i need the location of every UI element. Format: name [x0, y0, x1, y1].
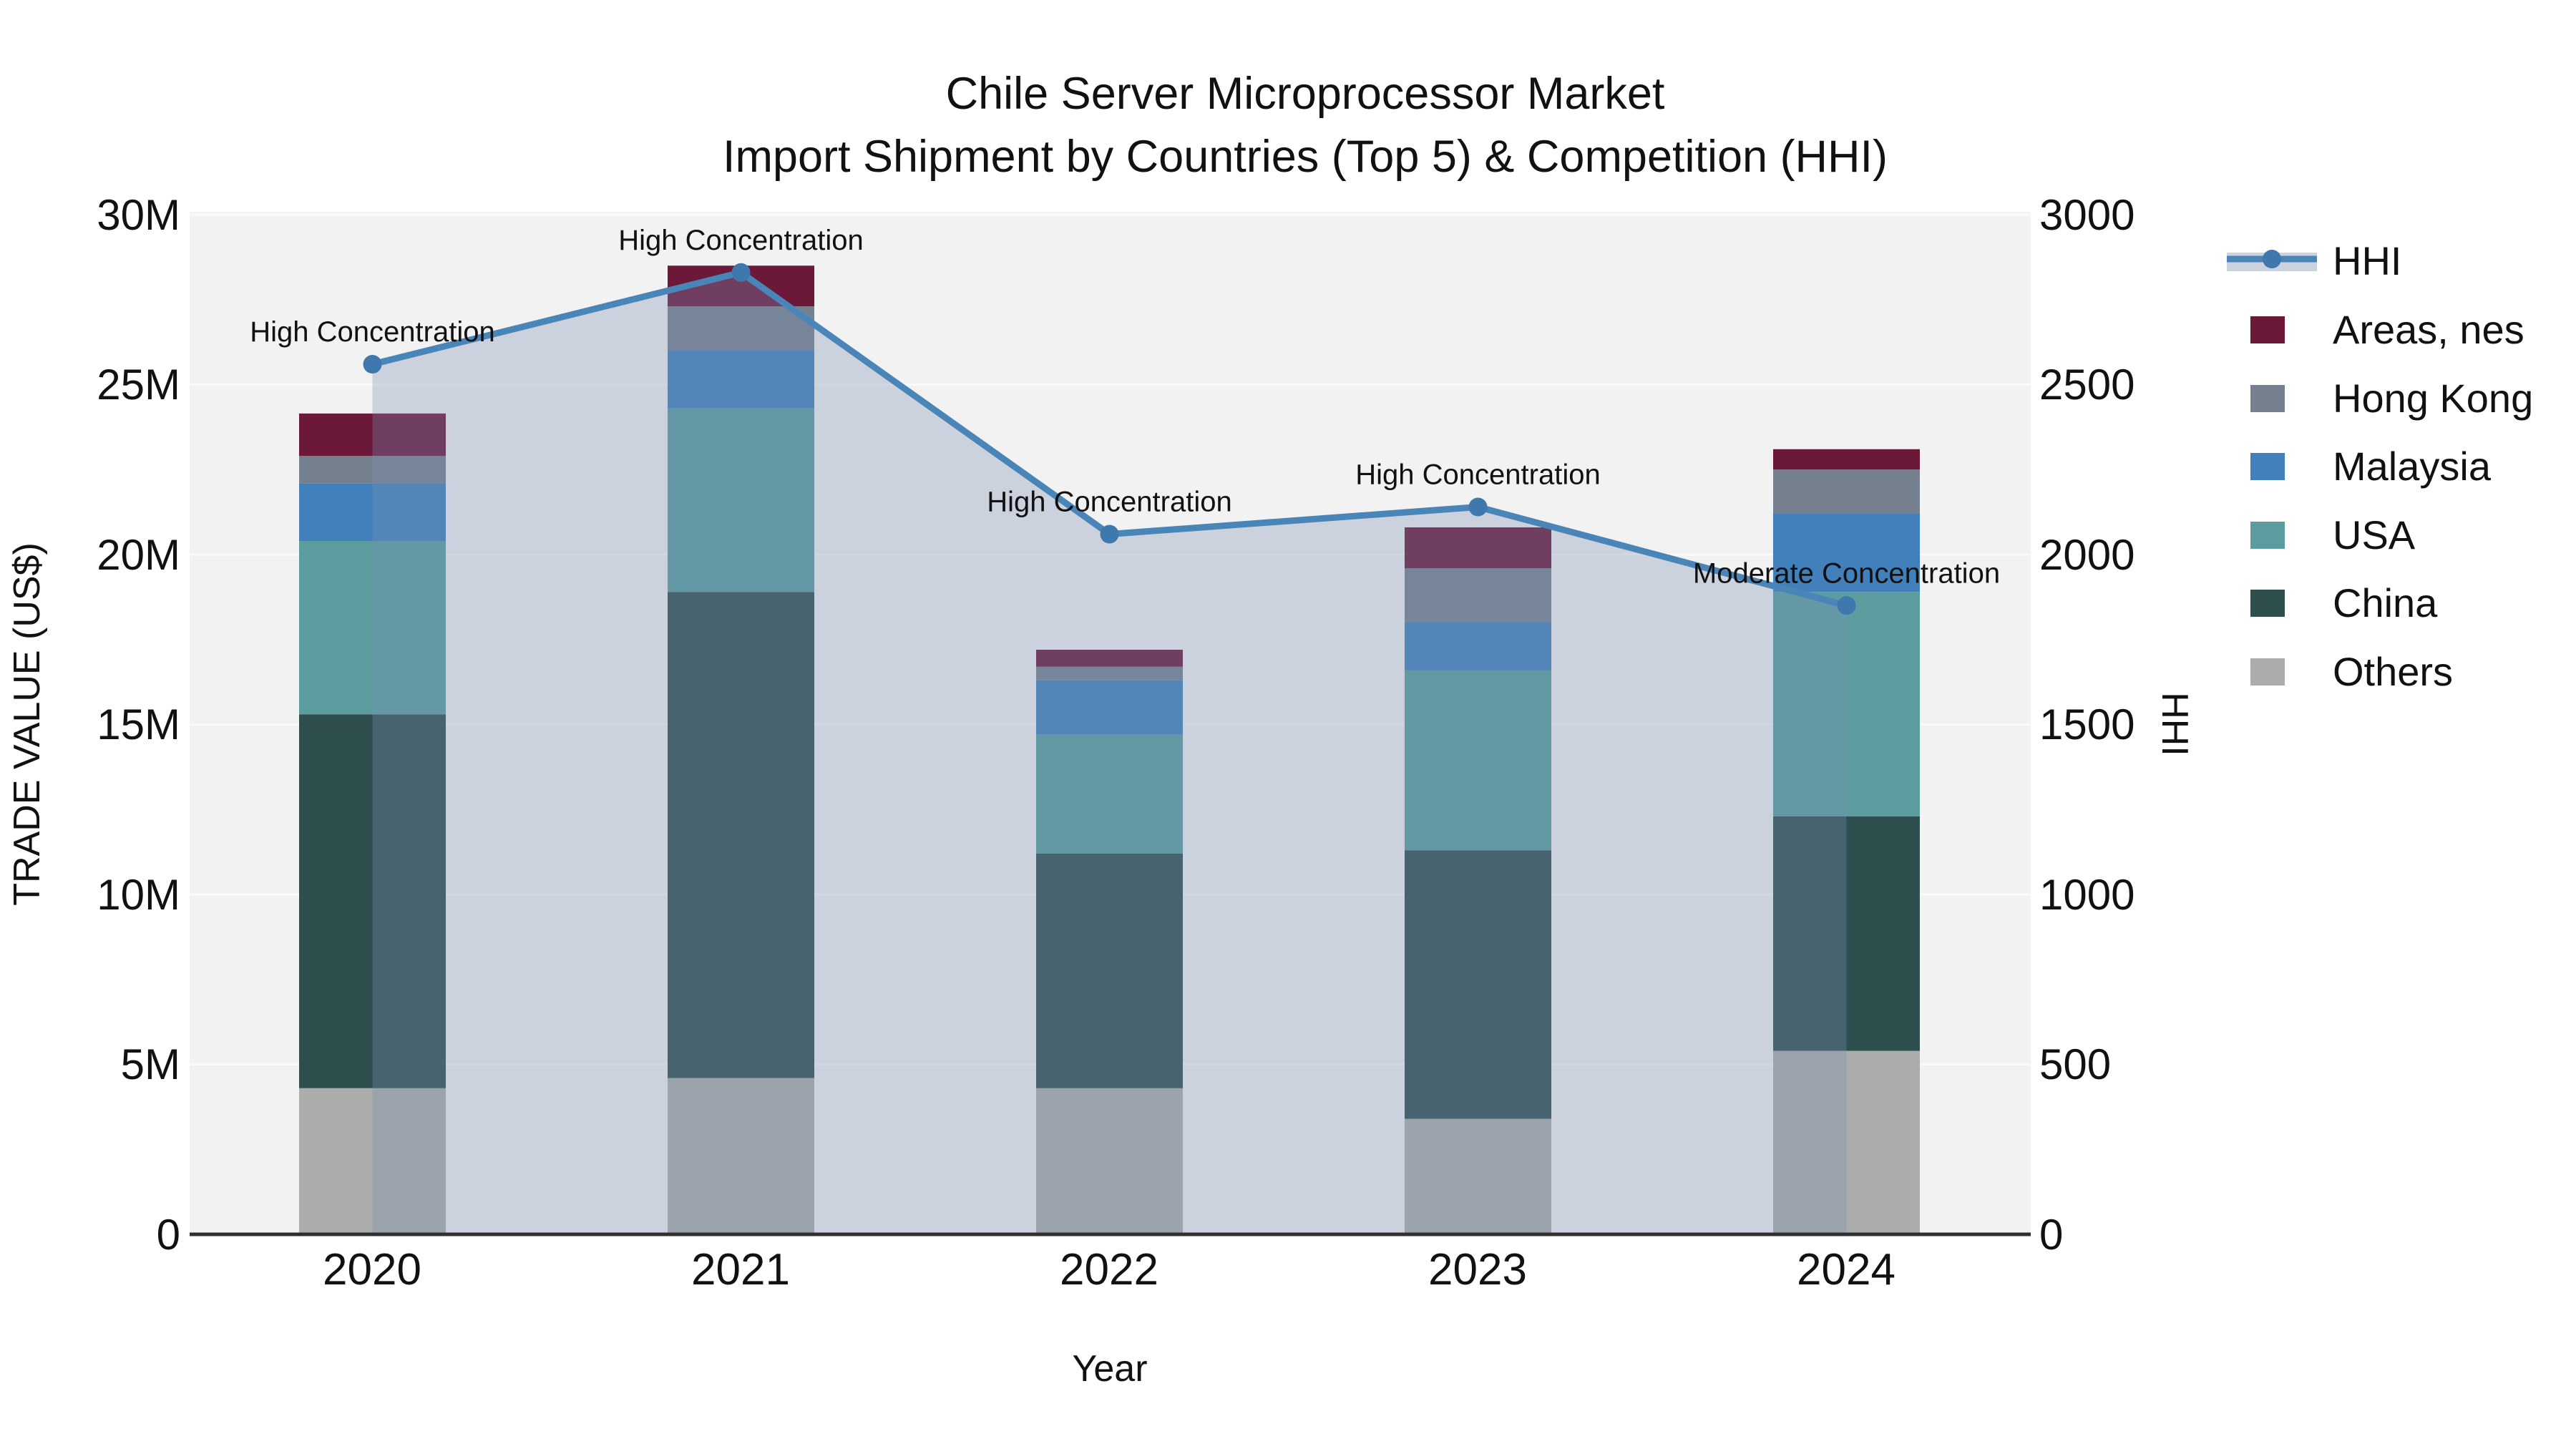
legend-swatch-hong-kong — [2250, 385, 2285, 412]
legend-item-malaysia: Malaysia — [2250, 444, 2492, 489]
legend-label-others: Others — [2333, 649, 2453, 694]
x-tick-2020: 2020 — [323, 1245, 421, 1294]
bar-segment-others-2022 — [1036, 1088, 1183, 1234]
legend-item-areas-nes: Areas, nes — [2250, 307, 2524, 352]
bar-segment-usa-2022 — [1036, 734, 1183, 854]
legend-item-hong-kong: Hong Kong — [2250, 376, 2533, 421]
bar-segment-china-2023 — [1405, 850, 1551, 1119]
legend-hhi-marker-key — [2263, 250, 2281, 268]
legend-item-others: Others — [2250, 649, 2453, 694]
x-tick-labels: 2020 2021 2022 2023 2024 — [323, 1245, 1896, 1294]
bar-segment-malaysia-2024 — [1773, 514, 1920, 592]
x-tick-2021: 2021 — [691, 1245, 790, 1294]
hhi-marker-2022 — [1100, 525, 1119, 544]
x-axis-title: Year — [1072, 1348, 1147, 1390]
y-right-tick: 1000 — [2039, 871, 2135, 919]
bar-segment-others-2020 — [299, 1088, 446, 1234]
hhi-marker-2021 — [731, 263, 751, 282]
y-left-tick: 30M — [97, 191, 180, 239]
bar-segment-usa-2021 — [668, 408, 814, 592]
bar-segment-hong-kong-2021 — [668, 306, 814, 351]
y-right-tick: 3000 — [2039, 191, 2135, 239]
hhi-marker-2020 — [363, 355, 382, 374]
y-left-tick: 15M — [97, 701, 180, 748]
bar-segment-others-2021 — [668, 1078, 814, 1234]
legend-label-areas-nes: Areas, nes — [2333, 307, 2524, 352]
hhi-marker-2023 — [1468, 497, 1488, 517]
legend-label-usa: USA — [2333, 512, 2416, 557]
x-tick-2023: 2023 — [1428, 1245, 1527, 1294]
y-left-tick: 25M — [97, 361, 180, 409]
hhi-marker-2024 — [1837, 596, 1856, 615]
x-tick-2022: 2022 — [1060, 1245, 1158, 1294]
legend-swatch-malaysia — [2250, 453, 2285, 480]
bar-segment-malaysia-2021 — [668, 351, 814, 409]
x-tick-2024: 2024 — [1797, 1245, 1896, 1294]
legend-label-hong-kong: Hong Kong — [2333, 376, 2533, 421]
legend-label-china: China — [2333, 580, 2438, 625]
legend-item-china: China — [2250, 580, 2438, 625]
bar-segment-china-2020 — [299, 714, 446, 1088]
y-left-tick: 5M — [121, 1040, 180, 1088]
bar-segment-areas-nes-2022 — [1036, 650, 1183, 667]
legend-swatch-areas-nes — [2250, 316, 2285, 343]
annotation-2021: High Concentration — [618, 225, 863, 256]
legend-item-usa: USA — [2250, 512, 2416, 557]
legend-item-hhi: HHI — [2227, 238, 2401, 283]
bar-segment-malaysia-2020 — [299, 483, 446, 541]
y-right-tick: 2500 — [2039, 361, 2135, 409]
bar-segment-areas-nes-2024 — [1773, 449, 1920, 470]
bar-segment-malaysia-2022 — [1036, 680, 1183, 735]
annotation-2023: High Concentration — [1355, 459, 1600, 491]
annotation-2022: High Concentration — [987, 487, 1231, 518]
bar-segment-hong-kong-2024 — [1773, 469, 1920, 514]
y-left-tick: 0 — [157, 1211, 180, 1259]
annotation-2020: High Concentration — [250, 316, 494, 348]
y-right-tick: 2000 — [2039, 531, 2135, 579]
bar-segment-areas-nes-2020 — [299, 413, 446, 457]
legend-label-hhi: HHI — [2333, 238, 2401, 283]
bar-segment-usa-2020 — [299, 541, 446, 715]
y-right-tick: 500 — [2039, 1040, 2111, 1088]
y-left-tick: 10M — [97, 871, 180, 919]
bar-segment-malaysia-2023 — [1405, 623, 1551, 670]
chart-title-line2: Import Shipment by Countries (Top 5) & C… — [723, 132, 1888, 182]
bar-segment-areas-nes-2023 — [1405, 527, 1551, 568]
legend-label-malaysia: Malaysia — [2333, 444, 2492, 489]
bar-segment-china-2022 — [1036, 854, 1183, 1088]
bar-segment-china-2021 — [668, 592, 814, 1078]
bar-segment-usa-2024 — [1773, 592, 1920, 816]
y-left-tick: 20M — [97, 531, 180, 579]
chart-title-line1: Chile Server Microprocessor Market — [946, 69, 1665, 119]
y-left-axis-title: TRADE VALUE (US$) — [6, 542, 48, 906]
bar-segment-hong-kong-2022 — [1036, 666, 1183, 680]
bar-segment-usa-2023 — [1405, 670, 1551, 851]
y-left-tick-labels: 0 5M 10M 15M 20M 25M 30M — [97, 191, 180, 1259]
legend-swatch-china — [2250, 590, 2285, 617]
annotation-2024: Moderate Concentration — [1693, 557, 2000, 589]
y-right-tick-labels: 0 500 1000 1500 2000 2500 3000 — [2039, 191, 2135, 1259]
bar-segment-hong-kong-2020 — [299, 456, 446, 484]
y-right-tick: 1500 — [2039, 701, 2135, 748]
legend-swatch-others — [2250, 658, 2285, 686]
plot-area: High Concentration High Concentration High… — [190, 212, 2031, 1236]
y-right-axis-title: HHI — [2154, 692, 2195, 756]
bar-segment-china-2024 — [1773, 816, 1920, 1051]
y-right-tick: 0 — [2039, 1211, 2063, 1259]
bar-segment-others-2024 — [1773, 1050, 1920, 1234]
bar-segment-others-2023 — [1405, 1118, 1551, 1234]
bar-segment-hong-kong-2023 — [1405, 568, 1551, 623]
legend: HHI Areas, nes Hong Kong Malaysia USA Ch… — [2227, 238, 2533, 694]
legend-swatch-usa — [2250, 522, 2285, 549]
